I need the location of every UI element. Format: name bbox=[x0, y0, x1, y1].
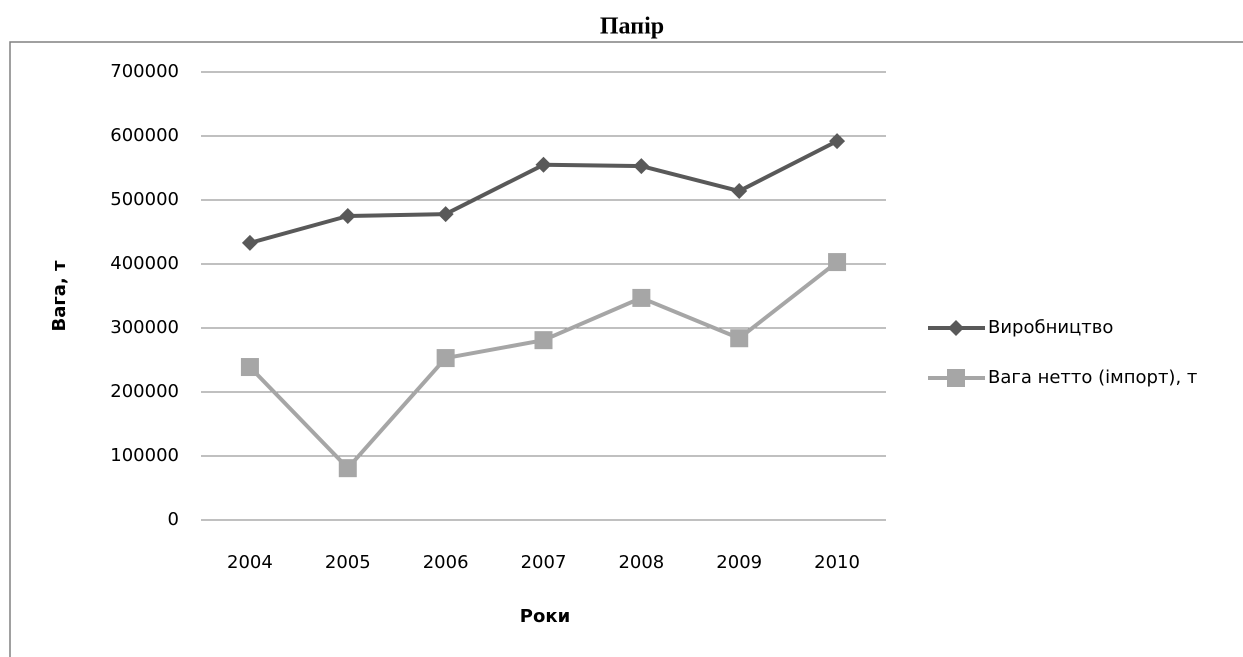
data-point bbox=[829, 133, 846, 150]
y-tick-label: 500000 bbox=[110, 189, 179, 210]
y-tick-label: 700000 bbox=[110, 61, 179, 82]
y-axis-label: Вага, т bbox=[49, 260, 70, 332]
x-tick-label: 2010 bbox=[814, 552, 860, 573]
chart-frame bbox=[9, 41, 1243, 657]
data-point bbox=[241, 234, 258, 251]
x-tick-label: 2005 bbox=[325, 552, 371, 573]
y-tick-label: 100000 bbox=[110, 445, 179, 466]
y-tick-label: 300000 bbox=[110, 317, 179, 338]
data-point bbox=[436, 349, 455, 368]
data-point bbox=[828, 253, 847, 272]
x-tick-label: 2004 bbox=[227, 552, 273, 573]
y-tick-label: 400000 bbox=[110, 253, 179, 274]
y-tick-label: 0 bbox=[168, 509, 179, 530]
x-tick-label: 2009 bbox=[716, 552, 762, 573]
series-line bbox=[249, 139, 838, 245]
legend-marker bbox=[947, 369, 965, 387]
legend-label: Вага нетто (імпорт), т bbox=[988, 367, 1197, 388]
x-tick-label: 2007 bbox=[521, 552, 567, 573]
y-tick-label: 200000 bbox=[110, 381, 179, 402]
data-point bbox=[338, 459, 357, 478]
data-point bbox=[731, 183, 748, 200]
data-point bbox=[534, 331, 553, 350]
x-tick-label: 2008 bbox=[618, 552, 664, 573]
data-point bbox=[632, 288, 651, 307]
chart-title: Папір bbox=[600, 14, 664, 40]
legend-label: Виробництво bbox=[988, 317, 1113, 338]
data-point bbox=[437, 206, 454, 223]
data-point bbox=[339, 208, 356, 224]
x-axis-label: Роки bbox=[520, 606, 570, 627]
y-tick-label: 600000 bbox=[110, 125, 179, 146]
x-tick-label: 2006 bbox=[423, 552, 469, 573]
data-point bbox=[633, 158, 650, 175]
data-point bbox=[240, 358, 259, 377]
legend-marker bbox=[948, 320, 964, 336]
data-point bbox=[730, 329, 749, 348]
series-line bbox=[248, 260, 839, 471]
data-point bbox=[535, 156, 552, 173]
